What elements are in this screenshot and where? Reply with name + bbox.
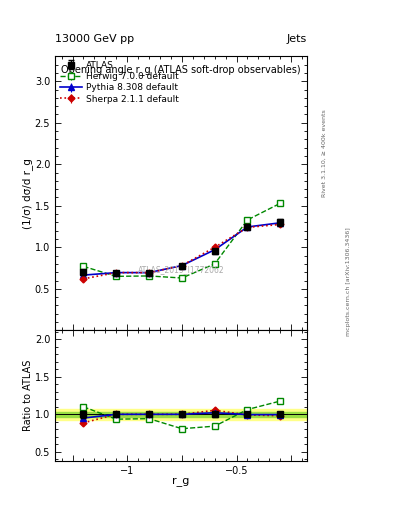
Text: ATLAS_2019_I1772062: ATLAS_2019_I1772062: [138, 266, 224, 274]
Text: mcplots.cern.ch [arXiv:1306.3436]: mcplots.cern.ch [arXiv:1306.3436]: [346, 227, 351, 336]
Text: 13000 GeV pp: 13000 GeV pp: [55, 33, 134, 44]
Bar: [55, 412, 307, 417]
X-axis label: r_g: r_g: [172, 477, 189, 487]
Y-axis label: Ratio to ATLAS: Ratio to ATLAS: [24, 360, 33, 431]
Y-axis label: (1/σ) dσ/d r_g: (1/σ) dσ/d r_g: [22, 158, 33, 229]
Bar: [55, 409, 307, 419]
Text: Jets: Jets: [286, 33, 307, 44]
Text: Opening angle r_g (ATLAS soft-drop observables): Opening angle r_g (ATLAS soft-drop obser…: [61, 65, 301, 75]
Legend: ATLAS, Herwig 7.0.0 default, Pythia 8.308 default, Sherpa 2.1.1 default: ATLAS, Herwig 7.0.0 default, Pythia 8.30…: [58, 59, 180, 105]
Text: Rivet 3.1.10, ≥ 400k events: Rivet 3.1.10, ≥ 400k events: [322, 110, 327, 198]
